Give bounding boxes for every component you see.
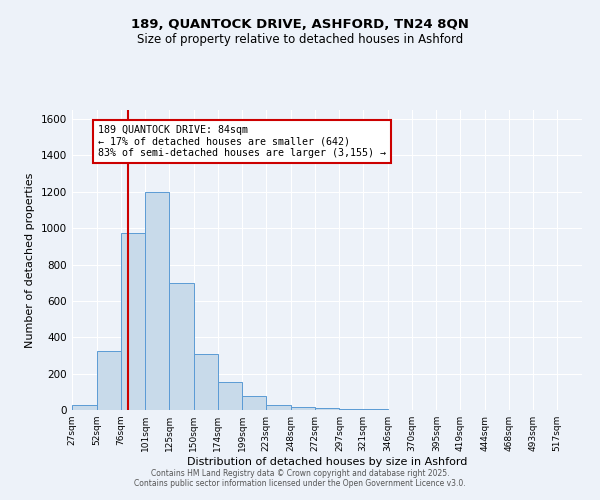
Text: 189, QUANTOCK DRIVE, ASHFORD, TN24 8QN: 189, QUANTOCK DRIVE, ASHFORD, TN24 8QN — [131, 18, 469, 30]
Bar — [266, 406, 291, 410]
Bar — [218, 382, 242, 410]
Bar — [72, 406, 97, 410]
Text: Size of property relative to detached houses in Ashford: Size of property relative to detached ho… — [137, 32, 463, 46]
Bar — [314, 408, 340, 410]
Bar — [242, 396, 266, 410]
Bar — [97, 351, 121, 410]
Bar — [194, 354, 218, 410]
Bar — [145, 192, 169, 410]
Text: Contains HM Land Registry data © Crown copyright and database right 2025.: Contains HM Land Registry data © Crown c… — [151, 468, 449, 477]
X-axis label: Distribution of detached houses by size in Ashford: Distribution of detached houses by size … — [187, 457, 467, 467]
Bar — [121, 232, 145, 410]
Bar — [340, 409, 363, 410]
Bar — [291, 408, 314, 410]
Text: 189 QUANTOCK DRIVE: 84sqm
← 17% of detached houses are smaller (642)
83% of semi: 189 QUANTOCK DRIVE: 84sqm ← 17% of detac… — [98, 124, 386, 158]
Y-axis label: Number of detached properties: Number of detached properties — [25, 172, 35, 348]
Bar — [169, 282, 194, 410]
Text: Contains public sector information licensed under the Open Government Licence v3: Contains public sector information licen… — [134, 478, 466, 488]
